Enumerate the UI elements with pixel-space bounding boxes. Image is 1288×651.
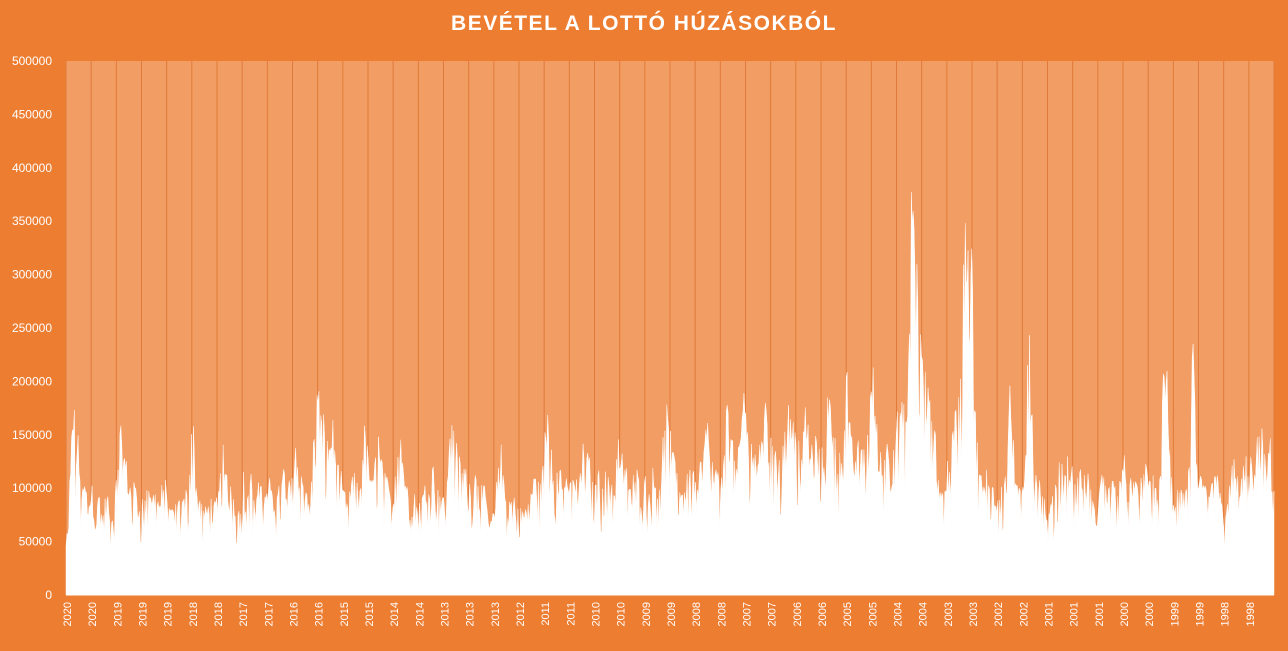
x-tick-label: 2014	[414, 602, 426, 626]
y-tick-label: 50000	[19, 535, 53, 549]
x-tick-label: 1999	[1169, 602, 1181, 626]
y-axis-ticks: 5000004500004000003500003000002500002000…	[12, 54, 52, 602]
x-tick-label: 2020	[87, 602, 99, 626]
series-area	[65, 191, 1275, 596]
x-tick-label: 2002	[1018, 602, 1030, 626]
x-tick-label: 2009	[666, 602, 678, 626]
x-tick-label: 2002	[993, 602, 1005, 626]
y-tick-label: 350000	[12, 214, 52, 228]
x-tick-label: 2000	[1119, 602, 1131, 626]
y-tick-label: 150000	[12, 428, 52, 442]
x-tick-label: 2018	[188, 602, 200, 626]
x-tick-label: 2001	[1069, 602, 1081, 626]
x-tick-label: 2013	[465, 602, 477, 626]
x-tick-label: 1998	[1245, 602, 1257, 626]
x-tick-label: 1998	[1220, 602, 1232, 626]
x-tick-label: 2019	[138, 602, 150, 626]
x-tick-label: 2012	[515, 602, 527, 626]
x-tick-label: 2010	[616, 602, 628, 626]
x-tick-label: 2016	[314, 602, 326, 626]
x-tick-label: 2007	[742, 602, 754, 626]
x-tick-label: 2006	[817, 602, 829, 626]
x-tick-label: 2019	[163, 602, 175, 626]
x-tick-label: 2010	[591, 602, 603, 626]
x-tick-label: 2017	[263, 602, 275, 626]
y-tick-label: 250000	[12, 321, 52, 335]
x-tick-label: 2013	[490, 602, 502, 626]
y-tick-label: 0	[45, 588, 52, 602]
x-tick-label: 1999	[1195, 602, 1207, 626]
x-tick-label: 2008	[716, 602, 728, 626]
x-tick-label: 2011	[540, 602, 552, 626]
x-tick-label: 2006	[792, 602, 804, 626]
x-tick-label: 2014	[389, 602, 401, 626]
x-tick-label: 2016	[289, 602, 301, 626]
x-tick-label: 2011	[565, 602, 577, 626]
x-tick-label: 2017	[238, 602, 250, 626]
x-tick-label: 2003	[968, 602, 980, 626]
x-tick-label: 2013	[440, 602, 452, 626]
x-tick-label: 2009	[641, 602, 653, 626]
y-tick-label: 400000	[12, 161, 52, 175]
x-tick-label: 2018	[213, 602, 225, 626]
x-tick-label: 2015	[339, 602, 351, 626]
x-tick-label: 2015	[364, 602, 376, 626]
x-tick-label: 2000	[1144, 602, 1156, 626]
x-tick-label: 2003	[943, 602, 955, 626]
y-tick-label: 100000	[12, 481, 52, 495]
x-tick-label: 2019	[112, 602, 124, 626]
x-tick-label: 2005	[842, 602, 854, 626]
x-axis-ticks: 2020 2020 2019 2019 2019 2018 2018 2017 2017 2016…	[62, 602, 1257, 626]
y-tick-label: 500000	[12, 54, 52, 68]
x-tick-label: 2020	[62, 602, 74, 626]
x-tick-label: 2001	[1094, 602, 1106, 626]
x-tick-label: 2007	[767, 602, 779, 626]
y-tick-label: 200000	[12, 374, 52, 388]
x-tick-label: 2008	[691, 602, 703, 626]
y-tick-label: 450000	[12, 107, 52, 121]
x-tick-label: 2005	[867, 602, 879, 626]
x-tick-label: 2001	[1044, 602, 1056, 626]
x-tick-label: 2004	[893, 602, 905, 626]
x-tick-label: 2004	[918, 602, 930, 626]
chart-title: BEVÉTEL A LOTTÓ HÚZÁSOKBÓL	[451, 12, 837, 35]
y-tick-label: 300000	[12, 268, 52, 282]
